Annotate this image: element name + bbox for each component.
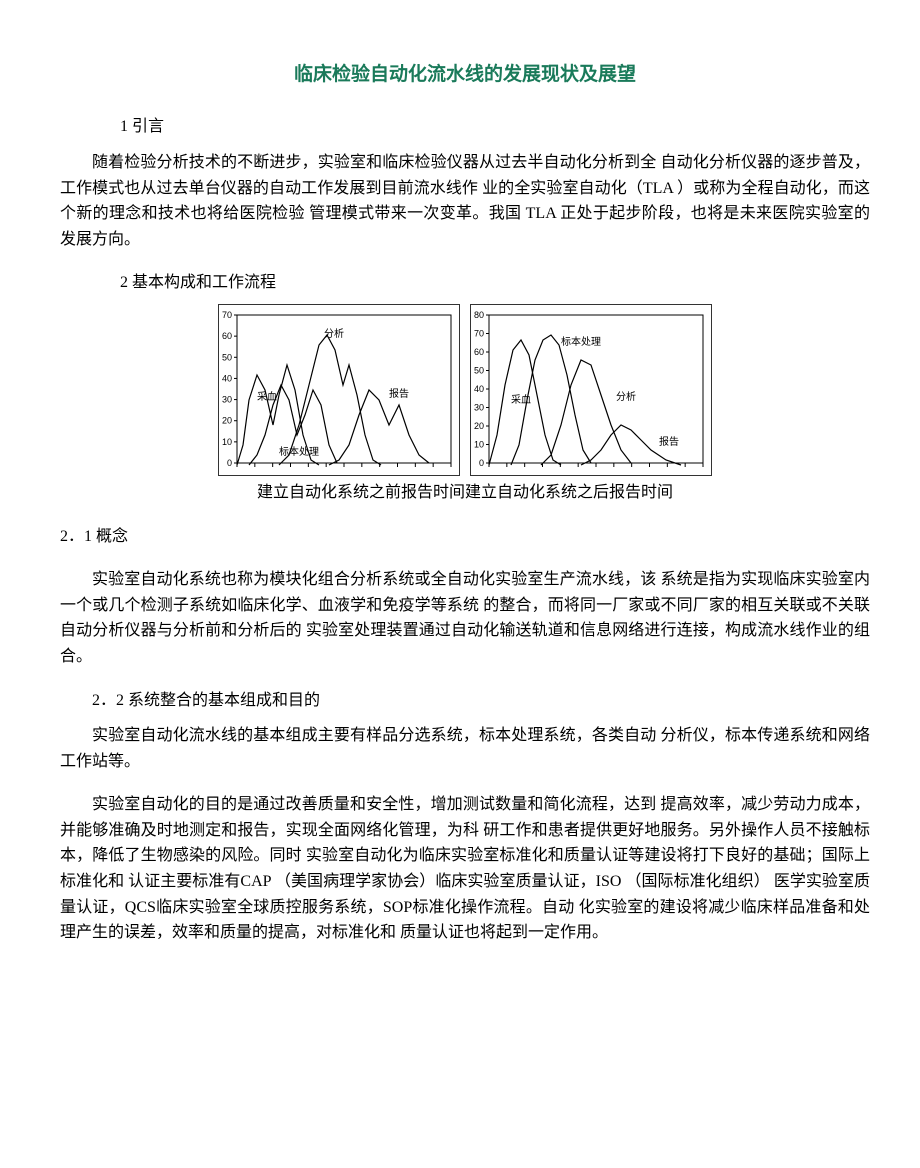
- svg-text:70: 70: [474, 328, 484, 338]
- heading-s22: 2．2 系统整合的基本组成和目的: [60, 688, 870, 714]
- svg-text:10: 10: [222, 437, 232, 447]
- svg-text:分析: 分析: [616, 390, 636, 403]
- svg-text:60: 60: [222, 331, 232, 341]
- heading-s2: 2 基本构成和工作流程: [120, 270, 870, 296]
- paragraph-purpose: 实验室自动化的目的是通过改善质量和安全性，增加测试数量和简化流程，达到 提高效率…: [60, 792, 870, 946]
- paragraph-concept: 实验室自动化系统也称为模块化组合分析系统或全自动化实验室生产流水线，该 系统是指…: [60, 567, 870, 669]
- svg-text:50: 50: [222, 352, 232, 362]
- svg-text:20: 20: [474, 421, 484, 431]
- heading-s1: 1 引言: [120, 114, 870, 140]
- svg-text:70: 70: [222, 310, 232, 320]
- chart-after: 01020304050607080采血标本处理分析报告: [470, 304, 712, 476]
- svg-text:60: 60: [474, 347, 484, 357]
- svg-text:30: 30: [222, 395, 232, 405]
- svg-text:20: 20: [222, 416, 232, 426]
- paragraph-composition: 实验室自动化流水线的基本组成主要有样品分选系统，标本处理系统，各类自动 分析仪，…: [60, 723, 870, 774]
- figure-caption: 建立自动化系统之前报告时间建立自动化系统之后报告时间: [60, 480, 870, 506]
- page-title: 临床检验自动化流水线的发展现状及展望: [60, 60, 870, 90]
- svg-text:0: 0: [227, 458, 232, 468]
- svg-text:40: 40: [474, 384, 484, 394]
- paragraph-intro: 随着检验分析技术的不断进步，实验室和临床检验仪器从过去半自动化分析到全 自动化分…: [60, 150, 870, 252]
- svg-text:10: 10: [474, 439, 484, 449]
- svg-text:80: 80: [474, 310, 484, 320]
- heading-s21: 2．1 概念: [60, 524, 870, 550]
- svg-text:报告: 报告: [389, 387, 409, 400]
- svg-text:标本处理: 标本处理: [279, 445, 319, 458]
- svg-text:30: 30: [474, 402, 484, 412]
- svg-text:标本处理: 标本处理: [561, 335, 601, 348]
- svg-text:0: 0: [479, 458, 484, 468]
- chart-before: 010203040506070采血标本处理分析报告: [218, 304, 460, 476]
- svg-text:分析: 分析: [324, 327, 344, 340]
- svg-text:50: 50: [474, 365, 484, 375]
- svg-text:报告: 报告: [659, 435, 679, 448]
- svg-text:40: 40: [222, 373, 232, 383]
- figure-container: 010203040506070采血标本处理分析报告 01020304050607…: [60, 304, 870, 476]
